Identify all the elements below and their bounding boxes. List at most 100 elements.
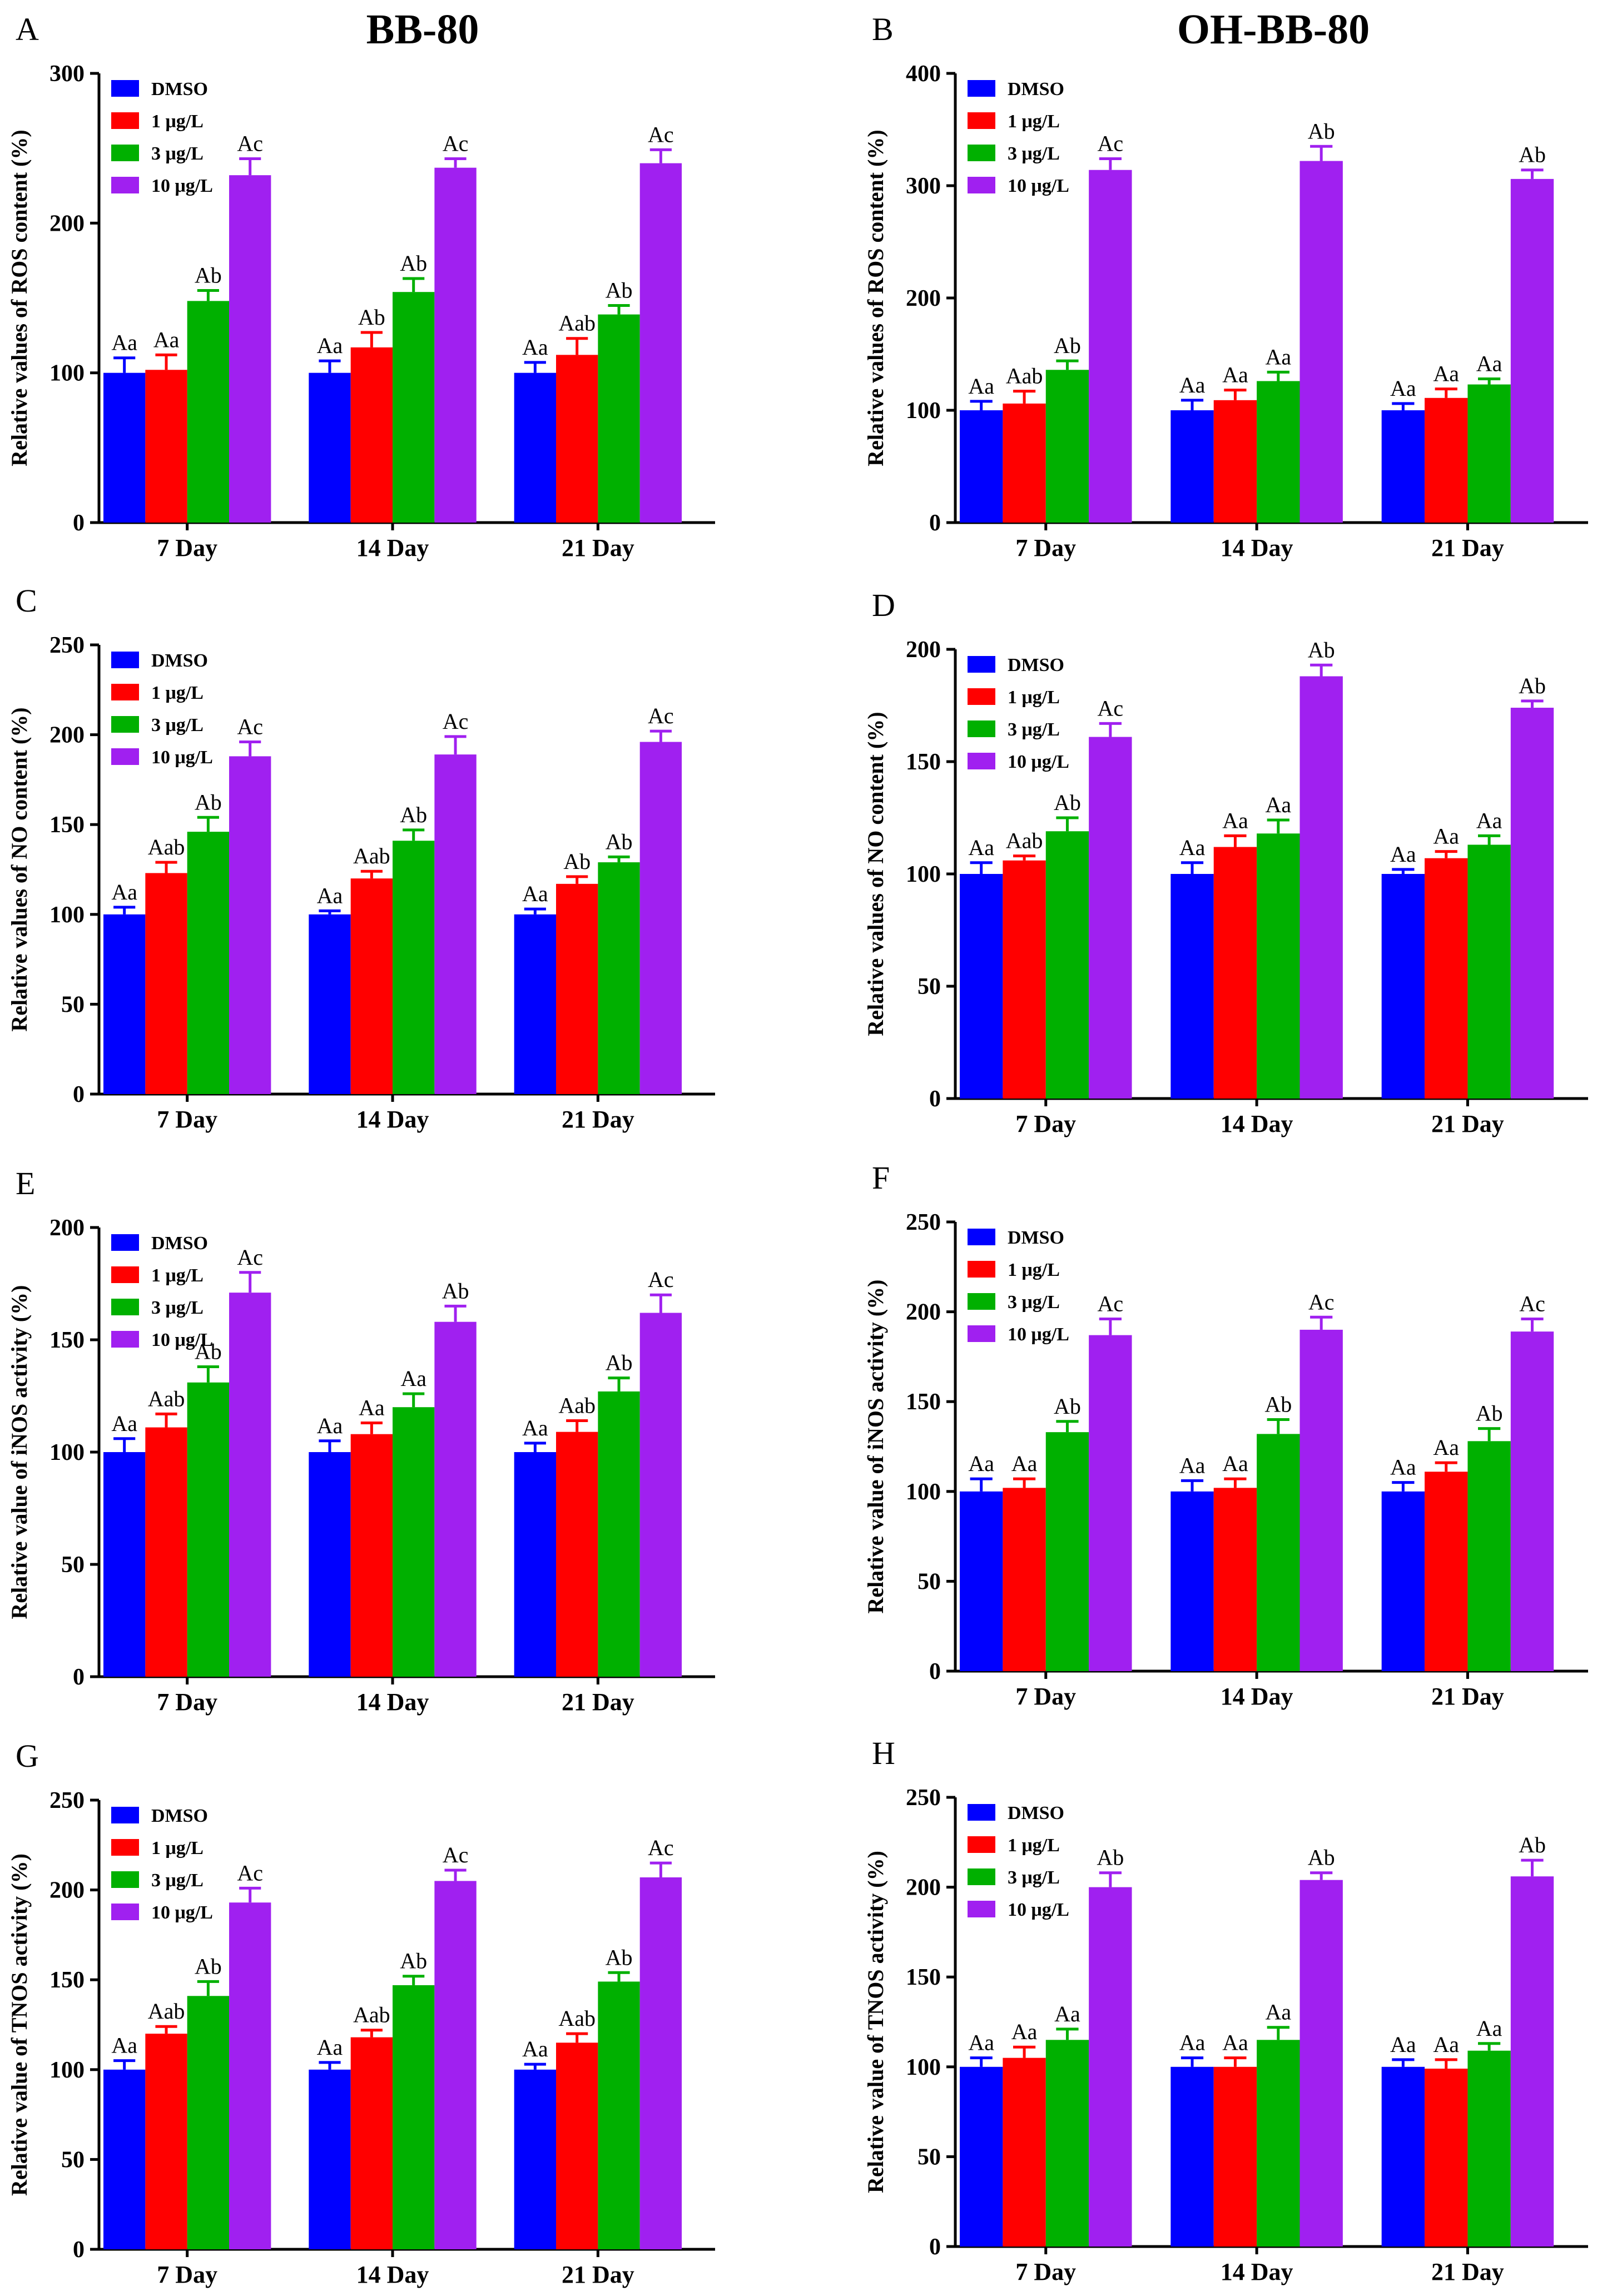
bar bbox=[1381, 410, 1425, 523]
significance-label: Ab bbox=[606, 829, 633, 854]
legend-swatch bbox=[111, 716, 139, 733]
y-tick-label: 0 bbox=[73, 510, 85, 536]
bar bbox=[103, 1452, 146, 1677]
y-tick-label: 250 bbox=[906, 1785, 941, 1811]
x-tick-label: 14 Day bbox=[1221, 1683, 1293, 1710]
significance-label: Aab bbox=[558, 1393, 596, 1418]
significance-label: Ac bbox=[443, 1842, 469, 1867]
significance-label: Ab bbox=[195, 1339, 222, 1364]
bar bbox=[1257, 381, 1300, 523]
x-tick-label: 7 Day bbox=[1015, 2258, 1076, 2285]
significance-label: Aa bbox=[968, 2030, 994, 2055]
y-tick-label: 200 bbox=[49, 723, 85, 748]
bar bbox=[1467, 384, 1511, 523]
legend-swatch bbox=[111, 748, 139, 765]
bar bbox=[1299, 1880, 1343, 2247]
significance-label: Aa bbox=[968, 835, 994, 860]
y-tick-label: 0 bbox=[929, 1659, 941, 1684]
significance-label: Aa bbox=[1433, 2032, 1459, 2057]
bar bbox=[1045, 831, 1089, 1099]
legend-label: 3 μg/L bbox=[151, 1870, 204, 1891]
significance-label: Aa bbox=[1265, 344, 1291, 369]
bar bbox=[103, 372, 146, 523]
significance-label: Aa bbox=[1390, 2032, 1416, 2057]
significance-label: Ab bbox=[195, 1954, 222, 1979]
significance-label: Ab bbox=[400, 251, 427, 276]
significance-label: Aa bbox=[1265, 792, 1291, 817]
significance-label: Aa bbox=[1054, 2001, 1080, 2026]
legend-label: DMSO bbox=[1008, 79, 1064, 100]
y-tick-label: 0 bbox=[73, 1664, 85, 1690]
legend-label: 3 μg/L bbox=[1008, 143, 1060, 164]
significance-label: Aab bbox=[148, 1386, 185, 1411]
significance-label: Ac bbox=[237, 131, 263, 156]
legend-swatch bbox=[968, 112, 995, 129]
significance-label: Ac bbox=[1308, 1289, 1335, 1314]
bar bbox=[145, 873, 187, 1094]
bar bbox=[1425, 397, 1468, 523]
chart-panel-h: H Relative value of TNOS activity (%) 0 50 1… bbox=[863, 1735, 1588, 2285]
significance-label: Aa bbox=[1476, 351, 1502, 376]
bar bbox=[960, 410, 1003, 523]
significance-label: Aa bbox=[1433, 1435, 1459, 1460]
significance-label: Ab bbox=[1476, 1401, 1503, 1426]
significance-label: Aa bbox=[1179, 2030, 1206, 2055]
y-axis-label: Relative value of iNOS activity (%) bbox=[863, 1280, 888, 1614]
bar bbox=[556, 2042, 598, 2249]
bar bbox=[960, 2066, 1003, 2247]
bar bbox=[1089, 1887, 1132, 2247]
significance-label: Aab bbox=[1006, 828, 1043, 853]
significance-label: Aa bbox=[1011, 2019, 1038, 2044]
significance-label: Aa bbox=[1011, 1451, 1038, 1476]
y-axis-label: Relative value of TNOS activity (%) bbox=[863, 1851, 888, 2193]
legend-label: 1 μg/L bbox=[1008, 1835, 1060, 1856]
y-tick-label: 100 bbox=[49, 902, 85, 928]
legend-swatch bbox=[111, 1331, 139, 1348]
significance-label: Aab bbox=[353, 2002, 390, 2027]
significance-label: Aa bbox=[1433, 824, 1459, 849]
significance-label: Ab bbox=[1264, 1392, 1292, 1417]
bar bbox=[1381, 874, 1425, 1099]
significance-label: Aa bbox=[1222, 808, 1248, 833]
legend-swatch bbox=[111, 80, 139, 97]
y-tick-label: 200 bbox=[906, 1300, 941, 1325]
bar bbox=[1425, 858, 1468, 1099]
bar bbox=[350, 1434, 393, 1677]
legend-label: 10 μg/L bbox=[151, 1902, 213, 1923]
significance-label: Aa bbox=[1476, 2016, 1502, 2041]
bar bbox=[1045, 1432, 1089, 1671]
legend-label: 3 μg/L bbox=[1008, 1292, 1060, 1313]
legend-label: 10 μg/L bbox=[151, 1330, 213, 1350]
significance-label: Ab bbox=[606, 1350, 633, 1375]
bar bbox=[187, 301, 230, 523]
y-tick-label: 400 bbox=[906, 61, 941, 87]
legend-swatch bbox=[111, 1839, 139, 1856]
bar bbox=[103, 914, 146, 1094]
legend-label: 1 μg/L bbox=[151, 1265, 204, 1286]
legend-swatch bbox=[111, 145, 139, 161]
significance-label: Aa bbox=[1179, 835, 1206, 860]
legend-label: 10 μg/L bbox=[1008, 176, 1069, 196]
legend-label: DMSO bbox=[1008, 1803, 1064, 1823]
bar bbox=[1170, 2066, 1214, 2247]
bar bbox=[1045, 370, 1089, 523]
significance-label: Aa bbox=[317, 1413, 343, 1438]
legend-label: 3 μg/L bbox=[1008, 1867, 1060, 1888]
legend-swatch bbox=[111, 684, 139, 700]
y-tick-label: 0 bbox=[929, 510, 941, 536]
y-tick-label: 50 bbox=[61, 1552, 85, 1578]
significance-label: Ac bbox=[237, 1860, 263, 1885]
y-axis-label: Relative values of ROS content (%) bbox=[863, 130, 888, 466]
bar bbox=[1467, 1441, 1511, 1671]
y-tick-label: 50 bbox=[61, 992, 85, 1017]
y-axis-label: Relative values of ROS content (%) bbox=[7, 130, 32, 466]
bar bbox=[1089, 737, 1132, 1099]
y-tick-label: 0 bbox=[73, 1082, 85, 1107]
bar bbox=[514, 372, 557, 523]
x-tick-label: 21 Day bbox=[1431, 1683, 1504, 1710]
bar bbox=[1003, 1488, 1046, 1671]
bar bbox=[1003, 2058, 1046, 2247]
significance-label: Ab bbox=[606, 1945, 633, 1970]
y-tick-label: 0 bbox=[929, 1086, 941, 1112]
